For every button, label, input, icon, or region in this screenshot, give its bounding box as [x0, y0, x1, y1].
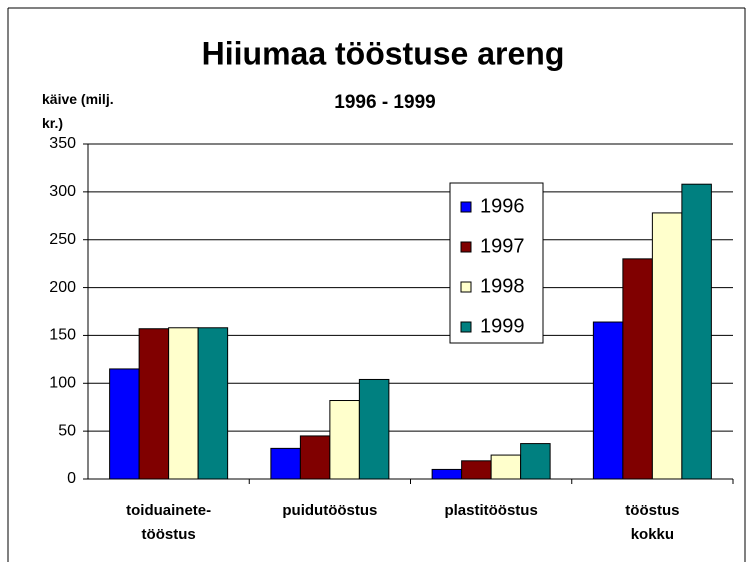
- y-tick-label: 250: [49, 231, 76, 248]
- bar: [461, 460, 492, 480]
- y-tick-label: 100: [49, 375, 76, 392]
- legend-label: 1997: [480, 235, 525, 257]
- bar: [681, 183, 712, 480]
- y-tick-label: 200: [49, 279, 76, 296]
- y-tick-label: 50: [58, 422, 76, 439]
- bar: [592, 321, 624, 480]
- y-axis-label: käive (milj. kr.): [42, 91, 114, 131]
- bar: [520, 443, 551, 480]
- y-tick-label: 350: [49, 135, 76, 152]
- bar: [168, 327, 199, 480]
- bar: [197, 327, 229, 480]
- y-tick-label: 150: [49, 327, 76, 344]
- y-tick-label: 300: [49, 183, 76, 200]
- chart-subtitle: 1996 - 1999: [334, 92, 435, 113]
- bar: [299, 435, 331, 480]
- legend-swatch: [460, 321, 472, 333]
- bar: [358, 378, 390, 480]
- legend-swatch: [460, 281, 472, 293]
- legend-swatch: [460, 201, 472, 213]
- x-tick-label: puidutööstus: [282, 502, 377, 519]
- bar: [138, 328, 170, 480]
- y-tick-label: 0: [67, 470, 76, 487]
- bar: [270, 447, 301, 480]
- legend-label: 1998: [480, 275, 525, 297]
- chart-title: Hiiumaa tööstuse areng: [202, 35, 565, 71]
- bar: [490, 454, 522, 480]
- legend-label: 1999: [480, 315, 525, 337]
- bar: [329, 400, 360, 480]
- legend-label: 1996: [480, 195, 525, 217]
- legend-swatch: [460, 241, 472, 253]
- bar: [622, 258, 653, 480]
- x-tick-label: tööstus kokku: [625, 502, 679, 543]
- bar: [431, 468, 463, 480]
- x-tick-label: toiduainete-tööstus: [126, 502, 211, 543]
- x-tick-label: plastitööstus: [444, 502, 537, 519]
- bar: [109, 368, 140, 480]
- bar: [651, 212, 683, 480]
